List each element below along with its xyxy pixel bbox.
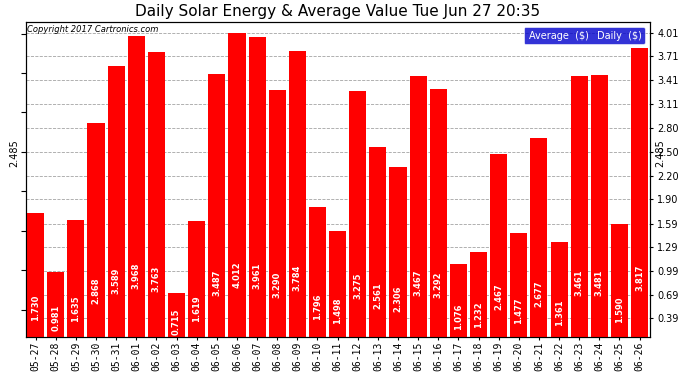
Text: 1.232: 1.232: [474, 301, 483, 328]
Bar: [349, 91, 366, 349]
Text: 3.763: 3.763: [152, 266, 161, 292]
Bar: [631, 48, 648, 349]
Bar: [531, 138, 547, 349]
Text: 0.981: 0.981: [51, 305, 60, 331]
Title: Daily Solar Energy & Average Value Tue Jun 27 20:35: Daily Solar Energy & Average Value Tue J…: [135, 4, 540, 19]
Text: 1.796: 1.796: [313, 293, 322, 320]
Bar: [611, 224, 628, 349]
Bar: [510, 232, 527, 349]
Text: 0.715: 0.715: [172, 309, 181, 335]
Bar: [27, 213, 44, 349]
Text: 3.487: 3.487: [213, 269, 221, 296]
Bar: [148, 52, 165, 349]
Bar: [309, 207, 326, 349]
Text: 3.292: 3.292: [434, 272, 443, 298]
Text: 3.461: 3.461: [575, 269, 584, 296]
Text: 4.012: 4.012: [233, 262, 241, 288]
Text: 3.961: 3.961: [253, 262, 262, 289]
Text: 1.730: 1.730: [31, 294, 40, 321]
Text: 2.677: 2.677: [535, 280, 544, 307]
Bar: [68, 220, 84, 349]
Text: 1.619: 1.619: [193, 296, 201, 322]
Text: 2.467: 2.467: [494, 284, 503, 310]
Bar: [571, 76, 588, 349]
Text: 2.561: 2.561: [373, 282, 382, 309]
Text: 2.868: 2.868: [92, 278, 101, 304]
Text: 1.477: 1.477: [514, 298, 523, 324]
Text: 3.275: 3.275: [353, 272, 362, 298]
Bar: [490, 154, 507, 349]
Text: 3.817: 3.817: [635, 265, 644, 291]
Text: 2.485: 2.485: [10, 139, 19, 167]
Bar: [470, 252, 487, 349]
Bar: [268, 90, 286, 349]
Bar: [47, 272, 64, 349]
Text: 3.784: 3.784: [293, 265, 302, 291]
Text: 1.590: 1.590: [615, 296, 624, 322]
Bar: [208, 74, 226, 349]
Text: 2.306: 2.306: [393, 286, 402, 312]
Text: 3.968: 3.968: [132, 262, 141, 289]
Text: Copyright 2017 Cartronics.com: Copyright 2017 Cartronics.com: [27, 25, 158, 34]
Text: 1.076: 1.076: [454, 303, 463, 330]
Bar: [551, 242, 568, 349]
Text: 1.635: 1.635: [71, 296, 81, 322]
Bar: [410, 76, 426, 349]
Bar: [389, 167, 406, 349]
Text: 1.498: 1.498: [333, 297, 342, 324]
Text: 2.485: 2.485: [656, 139, 666, 167]
Bar: [248, 37, 266, 349]
Text: 3.481: 3.481: [595, 269, 604, 296]
Bar: [88, 123, 105, 349]
Bar: [128, 36, 145, 349]
Text: 1.361: 1.361: [555, 299, 564, 326]
Bar: [168, 293, 185, 349]
Bar: [430, 89, 447, 349]
Text: 3.589: 3.589: [112, 268, 121, 294]
Text: 3.467: 3.467: [413, 270, 423, 296]
Bar: [289, 51, 306, 349]
Bar: [108, 66, 125, 349]
Text: 3.290: 3.290: [273, 272, 282, 298]
Legend: Average  ($), Daily  ($): Average ($), Daily ($): [524, 27, 645, 44]
Bar: [188, 221, 205, 349]
Bar: [329, 231, 346, 349]
Bar: [450, 264, 467, 349]
Bar: [369, 147, 386, 349]
Bar: [591, 75, 608, 349]
Bar: [228, 33, 246, 349]
